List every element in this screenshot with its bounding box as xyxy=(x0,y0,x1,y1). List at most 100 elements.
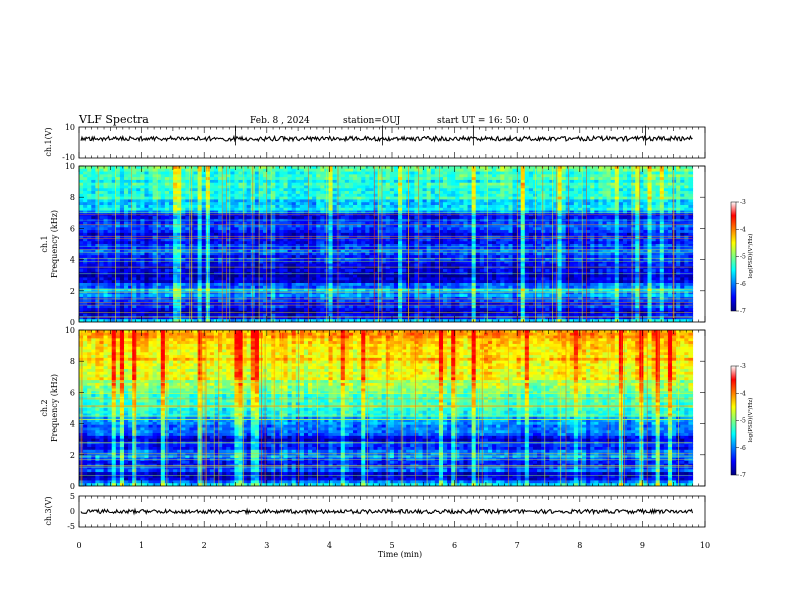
spectrogram-cell xyxy=(639,199,644,203)
spectrogram-cell xyxy=(467,249,473,253)
spectrogram-cell xyxy=(128,177,133,181)
spectrogram-cell xyxy=(561,230,567,234)
spectrogram-cell xyxy=(565,196,571,201)
spectrogram-cell xyxy=(197,207,203,212)
spectrogram-cell xyxy=(528,188,534,192)
spectrogram-cell xyxy=(402,249,407,253)
spectrogram-cell xyxy=(659,238,665,242)
spectrogram-cell xyxy=(295,171,301,175)
spectrogram-cell xyxy=(557,213,563,217)
spectrogram-cell xyxy=(496,205,501,209)
spectrogram-cell xyxy=(348,230,354,234)
spectrogram-cell xyxy=(83,221,88,226)
spectrogram-cell xyxy=(299,252,305,256)
spectrogram-cell xyxy=(430,210,436,214)
spectrogram-cell xyxy=(312,232,317,237)
spectrogram-cell xyxy=(459,205,465,209)
spectrogram-cell xyxy=(565,210,571,214)
spectrogram-cell xyxy=(667,244,673,248)
spectrogram-cell xyxy=(639,230,644,234)
spectrogram-cell xyxy=(426,205,432,209)
spectrogram-cell xyxy=(659,249,665,253)
spectrogram-cell xyxy=(357,227,362,231)
spectrogram-cell xyxy=(279,230,285,234)
spectrogram-cell xyxy=(618,185,624,189)
spectrogram-cell xyxy=(463,199,469,203)
spectrogram-cell xyxy=(606,168,612,173)
spectrogram-cell xyxy=(463,185,469,189)
spectrogram-cell xyxy=(663,246,669,251)
spectrogram-cell xyxy=(508,230,514,234)
spectrogram-cell xyxy=(144,168,150,173)
spectrogram-cell xyxy=(541,216,546,220)
spectrogram-cell xyxy=(332,193,338,198)
spectrogram-cell xyxy=(418,216,424,220)
spectrogram-cell xyxy=(598,249,604,253)
spectrogram-cell xyxy=(557,252,563,256)
spectrogram-cell xyxy=(524,193,530,198)
spectrogram-cell xyxy=(197,227,203,231)
spectrogram-cell xyxy=(132,235,137,240)
spectrogram-cell xyxy=(622,196,628,201)
spectrogram-cell xyxy=(434,221,440,226)
spectrogram-cell xyxy=(373,168,379,173)
spectrogram-cell xyxy=(258,171,264,175)
spectrogram-cell xyxy=(410,171,415,175)
spectrogram-cell xyxy=(622,227,628,231)
spectrogram-cell xyxy=(242,188,248,192)
spectrogram-cell xyxy=(316,232,321,237)
spectrogram-cell xyxy=(295,193,301,198)
spectrogram-cell xyxy=(308,179,313,184)
spectrogram-cell xyxy=(520,196,526,201)
spectrogram-cell xyxy=(283,174,289,178)
spectrogram-cell xyxy=(639,177,644,181)
spectrogram-cell xyxy=(238,224,244,228)
spectrogram-cell xyxy=(83,205,88,209)
spectrogram-cell xyxy=(283,227,289,231)
spectrogram-cell xyxy=(569,171,575,175)
spectrogram-cell xyxy=(565,182,571,187)
spectrogram-cell xyxy=(410,188,415,192)
spectrogram-cell xyxy=(500,241,505,245)
spectrogram-cell xyxy=(111,185,117,189)
spectrogram-cell xyxy=(622,210,628,214)
spectrogram-cell xyxy=(234,232,240,237)
spectrogram-cell xyxy=(398,168,403,173)
spectrogram-cell xyxy=(287,235,293,240)
spectrogram-cell xyxy=(443,205,448,209)
spectrogram-cell xyxy=(512,224,518,228)
spectrogram-cell xyxy=(152,174,158,178)
spectrogram-cell xyxy=(336,182,342,187)
spectrogram-cell xyxy=(316,177,321,181)
spectrogram-cell xyxy=(287,232,293,237)
spectrogram-cell xyxy=(655,235,661,240)
spectrogram-cell xyxy=(79,179,84,184)
spectrogram-cell xyxy=(438,241,444,245)
spectrogram-cell xyxy=(205,218,211,223)
spectrogram-cell xyxy=(107,244,113,248)
spectrogram-cell xyxy=(451,246,456,251)
spectrogram-cell xyxy=(483,182,489,187)
spectrogram-cell xyxy=(520,213,526,217)
spectrogram-cell xyxy=(385,216,391,220)
spectrogram-cell xyxy=(283,249,289,253)
spectrogram-cell xyxy=(659,202,665,206)
spectrogram-cell xyxy=(173,174,178,178)
spectrogram-cell xyxy=(201,213,207,217)
spectrogram-cell xyxy=(115,205,121,209)
spectrogram-cell xyxy=(447,179,452,184)
spectrogram-cell xyxy=(185,177,191,181)
spectrogram-cell xyxy=(263,191,268,195)
spectrogram-cell xyxy=(197,166,203,170)
spectrogram-cell xyxy=(238,238,244,242)
spectrogram-cell xyxy=(263,218,268,223)
spectrogram-cell xyxy=(647,238,653,242)
spectrogram-cell xyxy=(336,221,342,226)
spectrogram-cell xyxy=(205,241,211,245)
spectrogram-cell xyxy=(655,193,661,198)
spectrogram-cell xyxy=(140,168,146,173)
spectrogram-cell xyxy=(553,207,559,212)
spectrogram-cell xyxy=(152,171,158,175)
spectrogram-cell xyxy=(91,168,96,173)
spectrogram-cell xyxy=(447,221,452,226)
